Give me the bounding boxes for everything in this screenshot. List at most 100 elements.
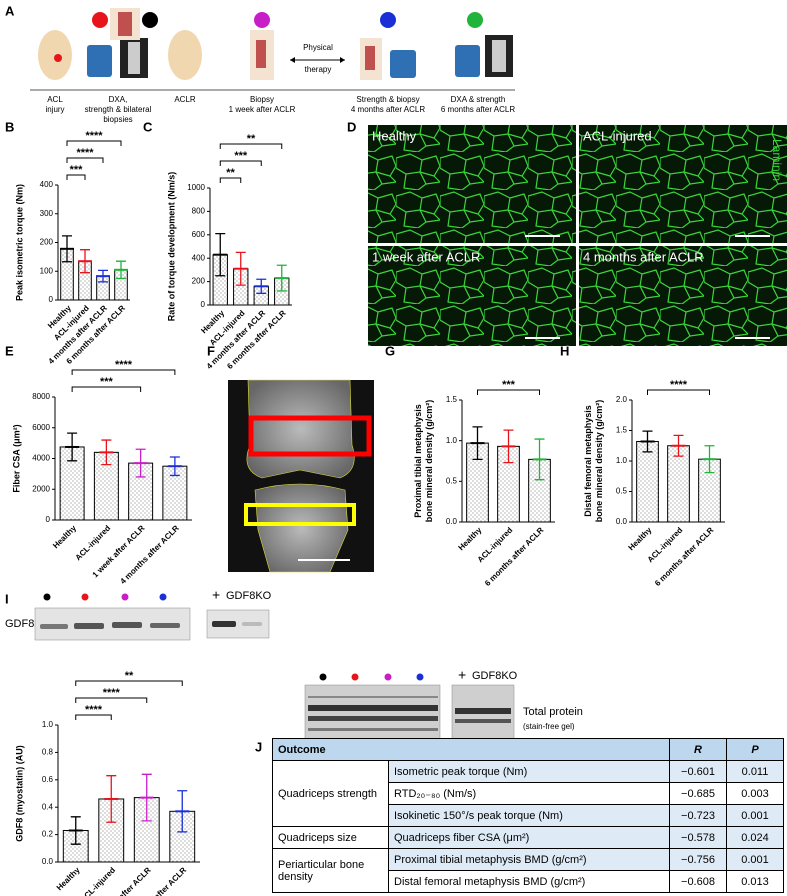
significance-bracket	[219, 143, 283, 149]
significance-label: ***	[70, 164, 84, 176]
bar	[667, 445, 690, 523]
p-cell: 0.003	[726, 782, 784, 805]
significance-bracket	[66, 140, 122, 146]
y-tick-label: 100	[40, 266, 54, 275]
y-tick-label: 2000	[32, 484, 50, 493]
r-cell: −0.685	[669, 782, 727, 805]
y-tick-label: 0.0	[616, 517, 628, 526]
y-tick-label: 1000	[187, 183, 205, 192]
p-cell: 0.013	[726, 870, 784, 893]
significance-bracket	[75, 680, 183, 686]
panel-letter: C	[143, 119, 153, 134]
significance-bracket	[219, 177, 242, 183]
panel-letter: F	[207, 343, 215, 358]
y-tick-label: 300	[40, 209, 54, 218]
x-tick-label: 6 months after ACLR	[483, 525, 546, 588]
significance-label: ***	[234, 150, 248, 162]
measure-cell: Quadriceps fiber CSA (μm²)	[388, 826, 670, 849]
correlation-table: Outcome R P Quadriceps strength Isometric p…	[272, 738, 784, 893]
y-axis-label: Rate of torque development (Nm/s)	[166, 172, 176, 322]
significance-bracket	[219, 160, 262, 166]
significance-label: ****	[85, 130, 103, 142]
x-tick-label: Healthy	[457, 525, 484, 552]
y-tick-label: 1.0	[616, 456, 628, 465]
histology-images	[368, 125, 787, 346]
significance-label: **	[125, 670, 134, 682]
measure-cell: RTD₂₀₋₈₀ (Nm/s)	[388, 782, 670, 805]
blot-label: GDF8	[5, 618, 34, 630]
y-tick-label: 0.6	[42, 775, 54, 784]
p-cell: 0.011	[726, 760, 784, 783]
western-blots	[34, 593, 515, 752]
significance-label: ****	[115, 359, 133, 371]
timeline-icons	[38, 8, 513, 80]
timeline-label: Biopsy	[250, 95, 274, 104]
panel-letter: G	[385, 343, 395, 358]
y-tick-label: 0	[46, 515, 51, 524]
y-axis-label: Proximal tibial metaphysis	[413, 404, 423, 518]
significance-label: **	[226, 167, 235, 179]
r-cell: −0.578	[669, 826, 727, 849]
y-tick-label: 1.0	[42, 720, 54, 729]
timeline-label: 4 months after ACLR	[351, 105, 425, 114]
measure-cell: Distal femoral metaphysis BMD (g/cm²)	[388, 870, 670, 893]
timeline-label: injury	[45, 105, 64, 114]
significance-label: ***	[100, 376, 114, 388]
image-label: 4 months after ACLR	[583, 249, 704, 264]
panel-letter: D	[347, 119, 356, 134]
significance-bracket	[66, 157, 104, 163]
y-axis-label: GDF8 (myostatin) (AU)	[14, 745, 24, 842]
measure-cell: Isokinetic 150°/s peak torque (Nm)	[388, 804, 670, 827]
y-tick-label: 0.2	[42, 830, 54, 839]
timeline-label: 6 months after ACLR	[441, 105, 515, 114]
p-cell: 0.001	[726, 804, 784, 827]
group-cell: Quadriceps size	[272, 826, 389, 849]
y-tick-label: 0.8	[42, 748, 54, 757]
significance-bracket	[647, 389, 710, 395]
stain-label: Laminin	[770, 139, 784, 181]
x-tick-label: Healthy	[55, 865, 82, 892]
timeline-label: 1 week after ACLR	[229, 105, 296, 114]
y-axis-label: Distal femoral metaphysis	[583, 405, 593, 517]
y-tick-label: 0.5	[616, 487, 628, 496]
y-axis-label: bone mineral density (g/cm²)	[594, 400, 604, 523]
y-tick-label: 200	[40, 238, 54, 247]
r-cell: −0.608	[669, 870, 727, 893]
x-tick-label: 6 months after ACLR	[653, 525, 716, 588]
panel-letter: H	[560, 343, 569, 358]
y-tick-label: 0	[49, 295, 54, 304]
r-cell: −0.723	[669, 804, 727, 827]
blot-label: +	[458, 667, 466, 683]
y-tick-label: 400	[40, 180, 54, 189]
panel-letter: J	[255, 739, 262, 754]
significance-bracket	[66, 174, 86, 180]
measure-cell: Proximal tibial metaphysis BMD (g/cm²)	[388, 848, 670, 871]
panel-letter: I	[5, 591, 9, 606]
y-tick-label: 1.0	[446, 436, 458, 445]
timeline-label: biopsies	[103, 115, 132, 124]
image-label: 1 week after ACLR	[372, 249, 480, 264]
r-cell: −0.601	[669, 760, 727, 783]
y-tick-label: 6000	[32, 423, 50, 432]
blot-label: GDF8KO	[472, 670, 518, 682]
y-tick-label: 0.0	[42, 857, 54, 866]
significance-label: ****	[103, 687, 121, 699]
x-tick-label: Healthy	[51, 523, 78, 550]
y-tick-label: 2.0	[616, 395, 628, 404]
group-cell: Quadriceps strength	[272, 760, 389, 827]
significance-label: ****	[76, 147, 94, 159]
y-tick-label: 0.5	[446, 476, 458, 485]
panel-letter: E	[5, 343, 14, 358]
timeline-label: DXA & strength	[451, 95, 506, 104]
image-label: Healthy	[372, 128, 417, 143]
header-cell: Outcome	[272, 738, 670, 761]
significance-bracket	[75, 714, 112, 720]
y-axis-label: Peak isometric torque (Nm)	[14, 184, 24, 301]
significance-bracket	[71, 386, 142, 392]
image-label: ACL-injured	[583, 128, 652, 143]
y-tick-label: 0.4	[42, 802, 54, 811]
header-cell: R	[669, 738, 727, 761]
significance-label: ***	[502, 379, 516, 391]
